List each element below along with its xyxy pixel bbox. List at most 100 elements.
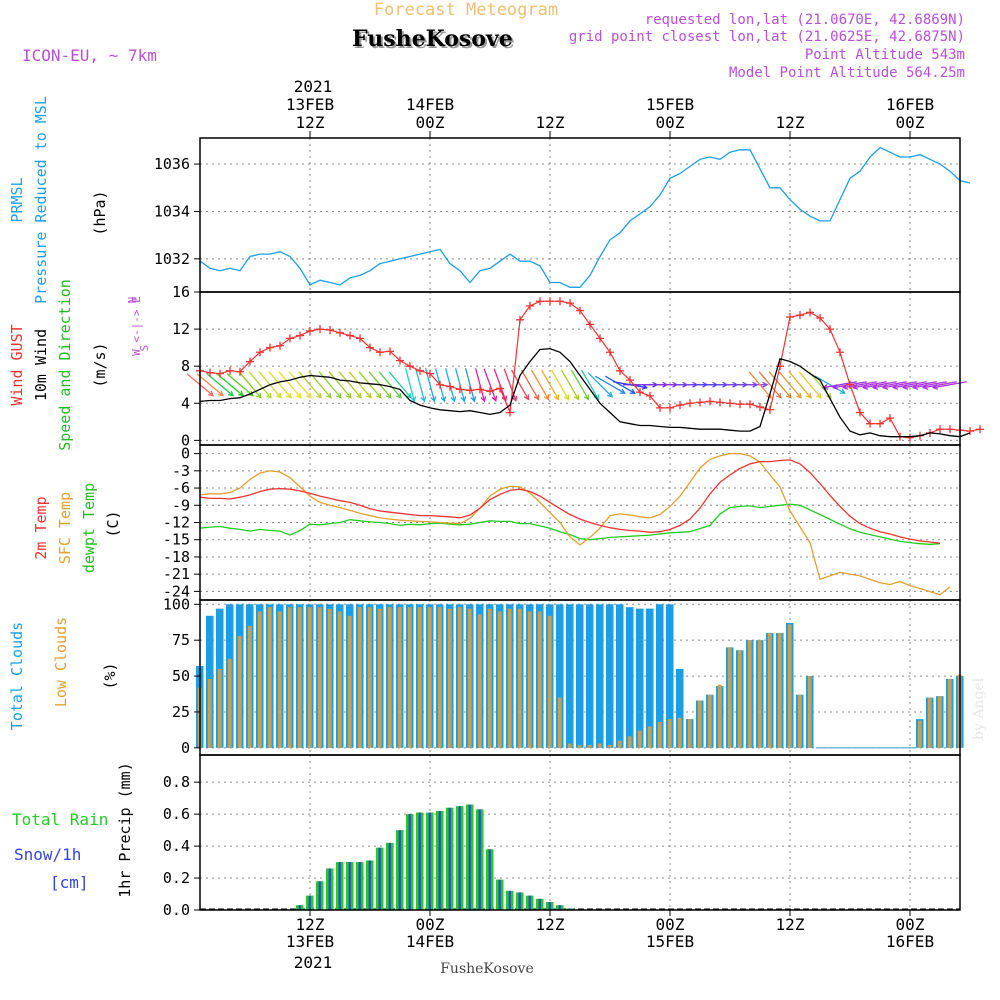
- wind-arrow-head: [583, 394, 590, 401]
- low-cloud-bar: [637, 730, 642, 748]
- gust-marker: [296, 331, 304, 340]
- low-cloud-bar: [457, 607, 462, 748]
- wind-arrow: [594, 375, 626, 394]
- wind-arrow-head: [607, 391, 613, 398]
- wind-arrow: [748, 371, 772, 399]
- temperature-ytick-label: -3: [172, 462, 190, 480]
- gust-marker: [436, 380, 444, 389]
- snow-bar: [538, 898, 541, 910]
- wind-arrow-head: [356, 392, 362, 399]
- total-cloud-bar: [596, 604, 604, 748]
- top-time-label: 12Z: [776, 113, 805, 132]
- wind-arrow-head: [396, 392, 402, 399]
- wind-arrow-head: [806, 392, 812, 399]
- snow-bar: [568, 908, 571, 910]
- total-cloud-bar: [626, 607, 634, 748]
- gust-marker: [836, 348, 844, 357]
- temperature-ytick-label: -6: [172, 479, 190, 497]
- snow-bar: [558, 905, 561, 910]
- gust-marker: [826, 325, 834, 334]
- wind-arrow: [768, 371, 792, 399]
- wind-arrow: [278, 371, 302, 399]
- low-cloud-bar: [917, 720, 922, 748]
- bottom-time-label: 00Z: [896, 915, 925, 934]
- wind-arrow: [853, 381, 887, 389]
- gust-marker: [656, 403, 664, 412]
- temperature-ytick-label: -18: [163, 548, 190, 566]
- total-cloud-bar: [566, 604, 574, 748]
- wind-arrow: [328, 371, 352, 399]
- clouds-ytick-label: 100: [163, 595, 190, 613]
- low-cloud-bar: [427, 607, 432, 748]
- wind-arrow-head: [430, 396, 437, 403]
- wind-arrow-head: [410, 396, 417, 403]
- wind-arrow: [933, 381, 967, 389]
- dewpoint-line: [199, 503, 941, 545]
- precipitation-ytick-label: 0.8: [163, 773, 190, 791]
- wind-arrow: [758, 371, 782, 399]
- wind-arrow: [560, 369, 580, 400]
- total-cloud-bar: [636, 608, 644, 748]
- wind-arrow-head: [450, 396, 457, 403]
- pressure-ytick-label: 1032: [154, 250, 190, 268]
- temperature-ytick-label: -15: [163, 531, 190, 549]
- gust-marker: [736, 400, 744, 409]
- wind-arrow-head: [217, 390, 225, 397]
- wind-arrow-head: [839, 388, 846, 394]
- gust-marker: [946, 425, 954, 434]
- wind-arrow-head: [821, 384, 829, 390]
- wind-arrow: [454, 368, 466, 402]
- low-cloud-bar: [487, 608, 492, 748]
- wind-arrow-head: [511, 395, 518, 402]
- gust-marker: [476, 385, 484, 394]
- low-cloud-bar: [807, 676, 812, 748]
- station-title: FusheKosove: [352, 26, 513, 52]
- temp-sfc-label: SFC Temp: [56, 492, 74, 564]
- low-cloud-bar: [627, 736, 632, 748]
- wind-arrow: [873, 381, 907, 389]
- wind-arrow-head: [619, 388, 626, 394]
- precip-ylabel: 1hr Precip (mm): [116, 762, 134, 897]
- gust-marker: [596, 334, 604, 343]
- snow-bar: [548, 902, 551, 910]
- gust-marker: [936, 425, 944, 434]
- bottom-date-label: 14FEB: [406, 932, 454, 951]
- wind-arrow-head: [881, 384, 889, 390]
- wind-arrow-head: [286, 392, 292, 399]
- low-cloud-bar: [217, 668, 222, 748]
- wind-arrow-head: [326, 392, 332, 399]
- low-cloud-bar: [547, 615, 552, 748]
- precipitation-ytick-label: 0.2: [163, 869, 190, 887]
- low-cloud-bar: [467, 608, 472, 748]
- gust-marker: [386, 347, 394, 356]
- wind-arrow-head: [386, 392, 392, 399]
- low-cloud-bar: [767, 633, 772, 748]
- requested-location: requested lon,lat (21.0670E, 42.6869N): [645, 12, 965, 28]
- low-cloud-bar: [337, 611, 342, 748]
- wind-arrow: [580, 369, 600, 400]
- gust-marker: [636, 388, 644, 397]
- wind-arrow-head: [629, 388, 636, 394]
- low-cloud-bar: [367, 607, 372, 748]
- snow-unit-label: [cm]: [50, 873, 89, 892]
- wind-arrow-head: [366, 392, 372, 399]
- snow-bar: [448, 807, 451, 910]
- gust-marker: [366, 343, 374, 352]
- wind-arrow-head: [641, 384, 649, 390]
- low-cloud-bar: [447, 608, 452, 748]
- wind-arrow-head: [306, 392, 312, 399]
- snow-bar: [368, 860, 371, 910]
- top-date-label: 16FEB: [886, 95, 934, 114]
- snow-bar: [398, 830, 401, 910]
- model-label: ICON-EU, ~ 7km: [22, 46, 157, 65]
- wind-arrow: [913, 381, 947, 389]
- gust-marker: [856, 408, 864, 417]
- pressure-unit: (hPa): [91, 190, 109, 235]
- wind-arrow-head: [786, 392, 792, 399]
- low-cloud-bar: [497, 611, 502, 748]
- gust-marker: [566, 299, 574, 308]
- low-cloud-bar: [707, 694, 712, 748]
- low-cloud-bar: [647, 726, 652, 748]
- top-date-label: 15FEB: [646, 95, 694, 114]
- bottom-date-label: 16FEB: [886, 932, 934, 951]
